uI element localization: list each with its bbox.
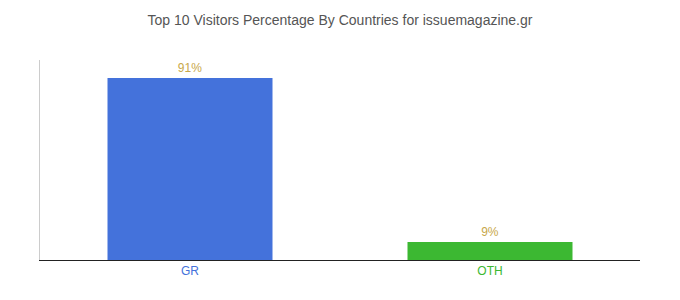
svg-text:9%: 9% [481, 225, 499, 239]
svg-text:GR: GR [181, 264, 199, 278]
svg-text:91%: 91% [178, 61, 202, 75]
svg-text:Top 10 Visitors Percentage By: Top 10 Visitors Percentage By Countries … [148, 12, 533, 28]
svg-text:OTH: OTH [477, 264, 502, 278]
